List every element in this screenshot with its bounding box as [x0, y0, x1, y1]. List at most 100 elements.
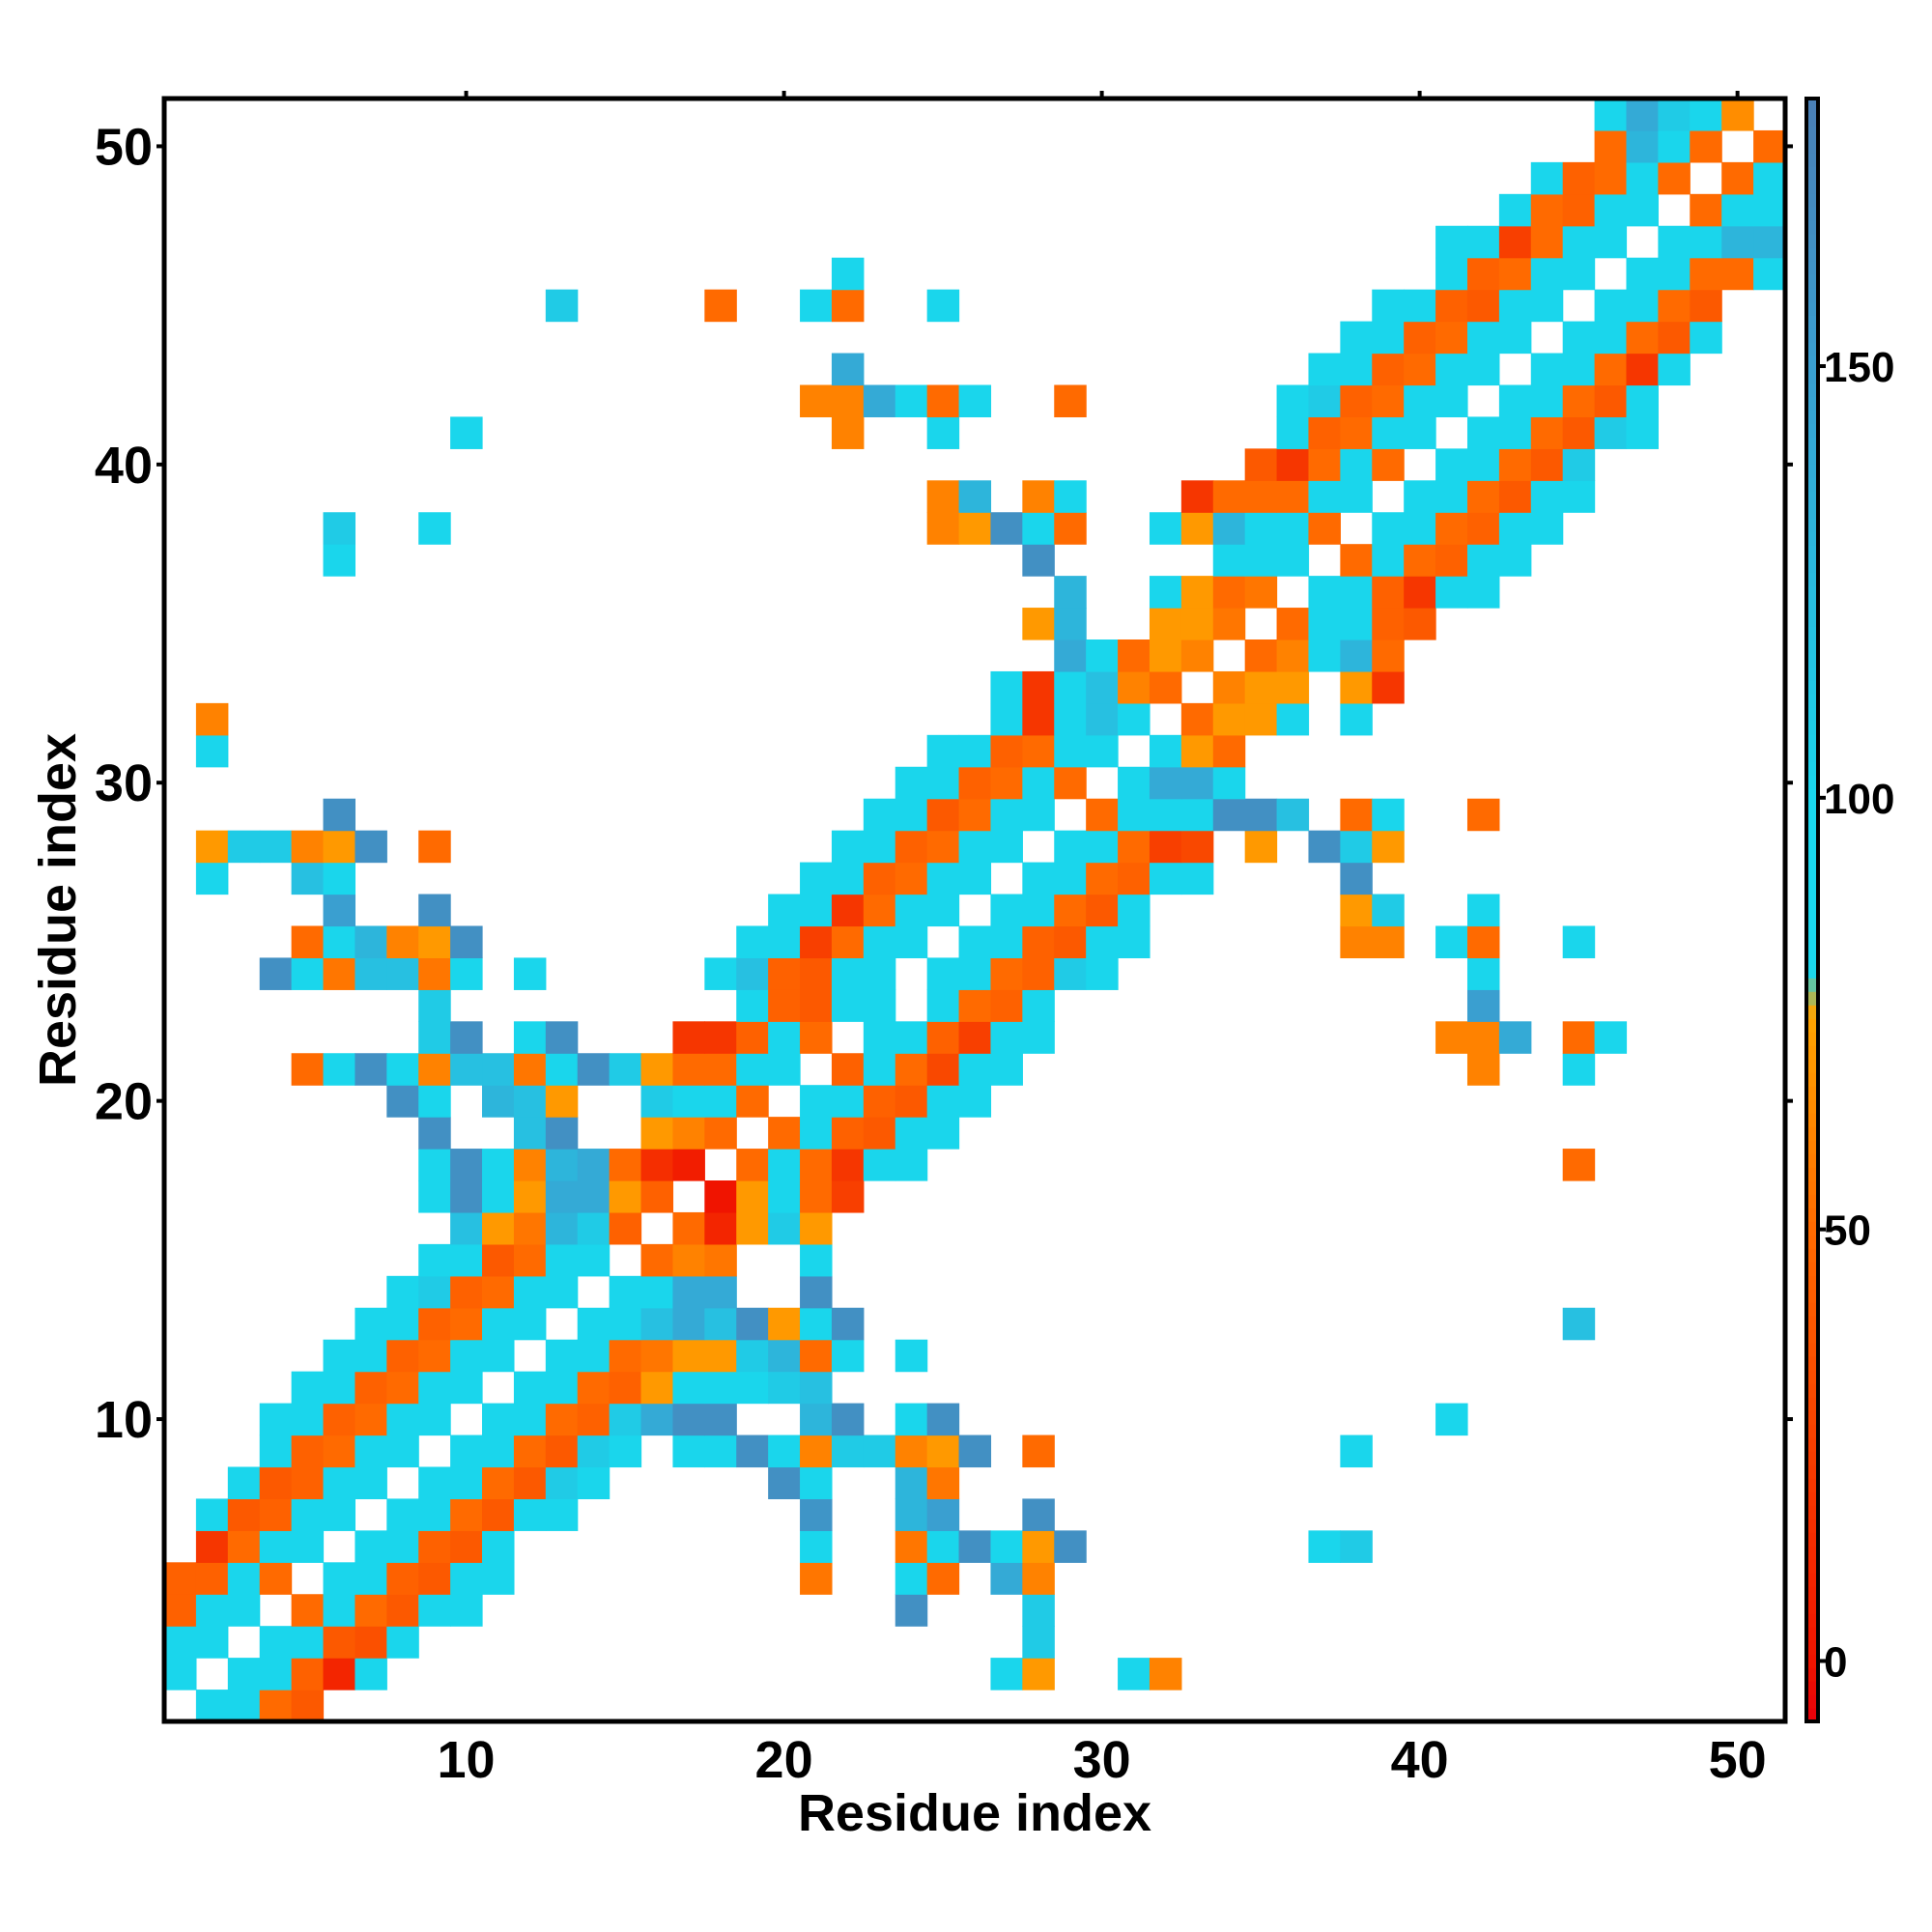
heatmap-cell: [672, 1435, 705, 1468]
heatmap-cell: [1721, 257, 1754, 291]
heatmap-cell: [800, 1243, 833, 1277]
heatmap-cell: [704, 289, 737, 323]
heatmap-cell: [736, 925, 769, 959]
colorbar-segment: [1806, 1546, 1818, 1560]
heatmap-cell: [450, 416, 483, 449]
heatmap-cell: [227, 1530, 261, 1563]
heatmap-cell: [1626, 161, 1659, 195]
colorbar-segment: [1806, 464, 1818, 478]
colorbar-segment: [1806, 1586, 1818, 1601]
heatmap-cell: [1404, 321, 1436, 355]
heatmap-cell: [1308, 1530, 1341, 1563]
heatmap-cell: [164, 1658, 197, 1690]
heatmap-cell: [831, 830, 865, 864]
heatmap-cell: [1594, 289, 1628, 323]
heatmap-cell: [831, 957, 865, 990]
heatmap-cell: [736, 1149, 769, 1181]
heatmap-cell: [1498, 480, 1532, 513]
heatmap-cell: [355, 925, 387, 959]
heatmap-cell: [609, 1307, 642, 1341]
heatmap-cell: [1404, 544, 1436, 577]
colorbar-segment: [1806, 531, 1818, 546]
heatmap-cell: [482, 1530, 515, 1563]
heatmap-cell: [513, 1149, 547, 1181]
heatmap-cell: [1498, 544, 1532, 577]
colorbar-segment: [1806, 423, 1818, 438]
colorbar-segment: [1806, 247, 1818, 262]
heatmap-cell: [323, 512, 356, 545]
heatmap-cell: [672, 1053, 705, 1086]
heatmap-cell: [545, 1371, 579, 1405]
heatmap-cell: [1466, 416, 1500, 449]
heatmap-cell: [195, 734, 229, 768]
heatmap-cell: [640, 1085, 674, 1118]
heatmap-cell: [800, 894, 833, 927]
heatmap-cell: [1466, 894, 1500, 927]
heatmap-cell: [1244, 830, 1278, 864]
heatmap-cell: [291, 1594, 325, 1627]
heatmap-cell: [259, 830, 293, 864]
heatmap-cell: [291, 862, 325, 895]
heatmap-cell: [227, 1594, 261, 1627]
heatmap-cell: [1466, 1053, 1500, 1086]
heatmap-cell: [323, 1053, 356, 1086]
heatmap-cell: [1753, 161, 1786, 195]
heatmap-cell: [227, 1498, 261, 1531]
heatmap-cells: [164, 99, 1786, 1722]
heatmap-cell: [227, 1690, 261, 1722]
heatmap-cell: [926, 512, 960, 545]
colorbar-segment: [1806, 842, 1818, 857]
heatmap-cell: [1180, 734, 1214, 768]
heatmap-cell: [1149, 862, 1182, 895]
heatmap-cell: [386, 925, 419, 959]
heatmap-cell: [640, 1307, 674, 1341]
heatmap-cell: [800, 384, 833, 418]
heatmap-cell: [1435, 544, 1468, 577]
heatmap-cell: [831, 1180, 865, 1213]
heatmap-cell: [1562, 1053, 1596, 1086]
colorbar-segment: [1806, 261, 1818, 275]
heatmap-cell: [513, 1466, 547, 1500]
heatmap-cell: [704, 1339, 737, 1373]
heatmap-cell: [513, 1435, 547, 1468]
colorbar-segment: [1806, 829, 1818, 843]
colorbar-segment: [1806, 1032, 1818, 1046]
colorbar-segment: [1806, 545, 1818, 559]
heatmap-cell: [418, 1307, 451, 1341]
heatmap-cell: [704, 1021, 737, 1054]
colorbar-segment: [1806, 951, 1818, 965]
heatmap-cell: [704, 1403, 737, 1436]
heatmap-cell: [609, 1339, 642, 1373]
colorbar-segment: [1806, 1045, 1818, 1060]
heatmap-cell: [1022, 894, 1055, 927]
colorbar-segment: [1806, 504, 1818, 519]
heatmap-cell: [990, 957, 1023, 990]
heatmap-cell: [1372, 798, 1405, 832]
heatmap-cell: [418, 1085, 451, 1118]
heatmap-cell: [926, 894, 960, 927]
heatmap-cell: [418, 925, 451, 959]
heatmap-cell: [1340, 480, 1373, 513]
heatmap-cell: [1435, 448, 1468, 481]
colorbar-segment: [1806, 99, 1818, 113]
heatmap-cell: [1721, 161, 1754, 195]
heatmap-cell: [895, 894, 928, 927]
heatmap-cell: [386, 957, 419, 990]
heatmap-cell: [323, 1658, 356, 1690]
heatmap-cell: [227, 830, 261, 864]
heatmap-cell: [1372, 353, 1405, 386]
heatmap-cell: [926, 734, 960, 768]
heatmap-cell: [1022, 512, 1055, 545]
heatmap-cell: [895, 925, 928, 959]
heatmap-cell: [1276, 448, 1310, 481]
heatmap-cell: [291, 1053, 325, 1086]
heatmap-cell: [736, 1307, 769, 1341]
colorbar-tick-label: 150: [1824, 344, 1894, 391]
heatmap-cell: [990, 798, 1023, 832]
heatmap-cell: [355, 1339, 387, 1373]
heatmap-cell: [1562, 225, 1596, 259]
colorbar-segment: [1806, 1194, 1818, 1208]
heatmap-cell: [450, 1594, 483, 1627]
heatmap-cell: [926, 862, 960, 895]
heatmap-cell: [1054, 862, 1087, 895]
